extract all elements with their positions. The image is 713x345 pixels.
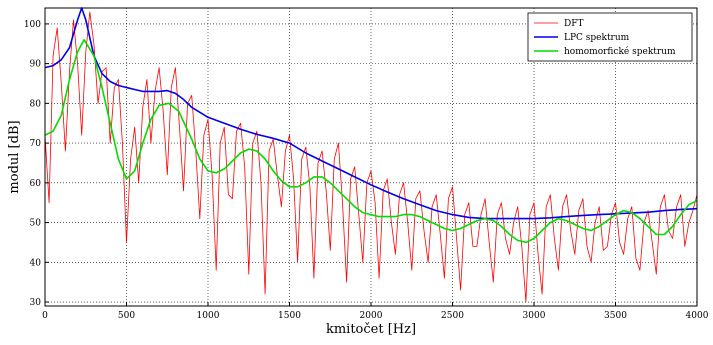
y-tick-label: 70 [30, 139, 42, 149]
x-tick-label: 2000 [360, 311, 383, 321]
series-line-3 [44, 38, 698, 244]
y-tick-label: 30 [30, 298, 42, 308]
y-tick-label: 50 [30, 219, 42, 229]
y-tick-label: 80 [30, 99, 42, 109]
legend-label: LPC spektrum [564, 33, 630, 43]
x-tick-label: 4000 [686, 311, 709, 321]
y-ticks: 30 40 50 60 70 80 90 100 [24, 20, 49, 308]
series-layer [44, 7, 698, 303]
x-tick-label: 2500 [441, 311, 464, 321]
x-tick-label: 3500 [604, 311, 627, 321]
y-tick-label: 60 [30, 179, 42, 189]
x-tick-label: 1500 [278, 311, 301, 321]
x-tick-label: 500 [118, 311, 135, 321]
x-ticks: 0 500 1000 1500 2000 2500 3000 3500 4000 [42, 302, 709, 321]
x-axis-label: kmitočet [Hz] [326, 322, 416, 337]
legend-label: DFT [564, 19, 583, 29]
series-line-1 [44, 11, 698, 303]
series-line-2 [44, 7, 698, 220]
legend-label: homomorfické spektrum [564, 46, 676, 57]
x-tick-label: 1000 [197, 311, 220, 321]
legend-box [527, 12, 693, 62]
y-tick-label: 40 [30, 258, 42, 268]
y-tick-label: 90 [30, 60, 42, 70]
y-axis-label: modul [dB] [7, 120, 22, 193]
x-tick-label: 3000 [523, 311, 546, 321]
legend: DFT LPC spektrum homomorfické spektrum [527, 12, 693, 62]
y-tick-label: 100 [24, 20, 41, 30]
x-tick-label: 0 [42, 311, 48, 321]
